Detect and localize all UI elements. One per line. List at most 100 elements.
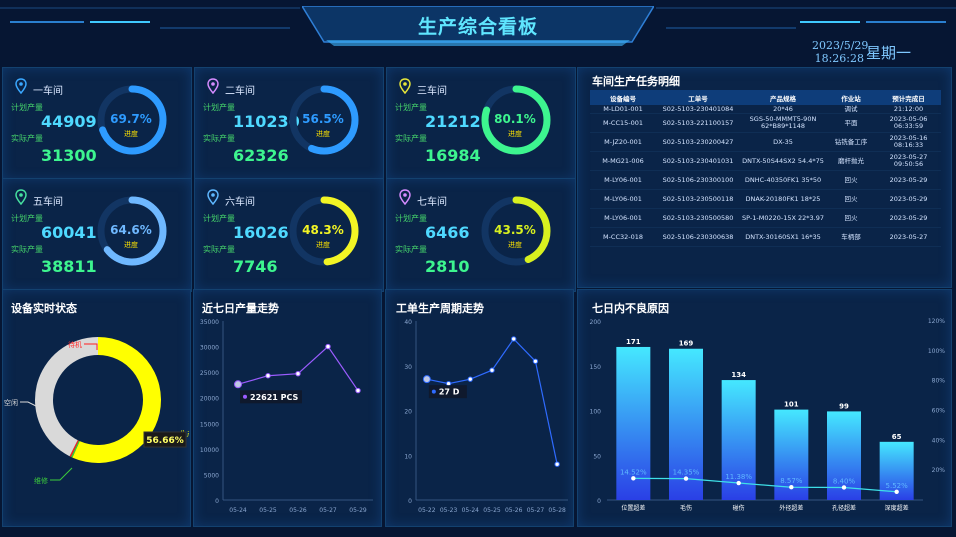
location-pin-icon bbox=[399, 189, 411, 205]
plan-value: 44909 bbox=[41, 112, 97, 131]
table-cell: DNHC-40350FK1 35*50 bbox=[740, 170, 826, 190]
table-cell: 平面 bbox=[826, 113, 876, 133]
y-tick-label: 150 bbox=[590, 364, 602, 371]
actual-label: 实际产量 bbox=[203, 245, 235, 254]
defects-panel-title: 七日内不良原因 bbox=[592, 302, 669, 315]
data-point[interactable] bbox=[511, 336, 517, 342]
data-point[interactable] bbox=[355, 387, 361, 394]
percent-point[interactable] bbox=[789, 485, 794, 490]
tooltip-box bbox=[240, 390, 302, 404]
actual-label: 实际产量 bbox=[11, 245, 43, 254]
location-pin-icon bbox=[207, 189, 219, 205]
data-point[interactable] bbox=[422, 375, 431, 384]
donut-slice[interactable] bbox=[72, 337, 162, 463]
y-tick-label: 10 bbox=[404, 453, 412, 460]
time-text: 18:26:28 bbox=[814, 52, 864, 65]
x-tick-label: 05-22 bbox=[418, 507, 436, 514]
percent-point[interactable] bbox=[631, 476, 636, 481]
plan-value: 110230 bbox=[233, 112, 300, 131]
workshop-name: 五车间 bbox=[33, 197, 63, 208]
plan-label: 计划产量 bbox=[11, 103, 43, 112]
progress-label: 进度 bbox=[124, 241, 138, 249]
x-tick-label: 碰伤 bbox=[733, 504, 745, 512]
table-cell: M-MG21-006 bbox=[590, 151, 656, 171]
table-cell: S02-5106-230300100 bbox=[656, 170, 740, 190]
bar[interactable] bbox=[669, 348, 703, 500]
progress-percent: 80.1% bbox=[494, 112, 536, 126]
data-point[interactable] bbox=[265, 373, 271, 379]
ring-progress bbox=[97, 196, 167, 266]
workshop-card: 一车间 计划产量 44909 实际产量 31300 69.7% 进度 bbox=[2, 67, 192, 181]
workshop-card: 六车间 计划产量 16026 实际产量 7746 48.3% 进度 bbox=[194, 178, 384, 292]
location-pin-icon bbox=[207, 78, 219, 94]
progress-label: 进度 bbox=[316, 130, 330, 138]
percent-point[interactable] bbox=[736, 480, 741, 486]
bar-value-label: 169 bbox=[679, 340, 694, 348]
data-point[interactable] bbox=[532, 358, 539, 364]
x-tick-label: 05-24 bbox=[462, 507, 480, 514]
tooltip-dot bbox=[243, 394, 247, 399]
y-tick-label: 10000 bbox=[200, 447, 219, 454]
data-point[interactable] bbox=[467, 376, 473, 382]
y-tick-label: 25000 bbox=[200, 370, 219, 377]
table-cell: 回火 bbox=[826, 208, 876, 228]
donut-slice[interactable] bbox=[69, 440, 79, 457]
workshop-card: 三车间 计划产量 21212 实际产量 16984 80.1% 进度 bbox=[386, 67, 576, 181]
progress-percent: 56.5% bbox=[302, 112, 344, 126]
data-point[interactable] bbox=[554, 461, 560, 467]
percent-point[interactable] bbox=[683, 476, 689, 481]
x-tick-label: 05-27 bbox=[527, 507, 545, 514]
table-cell: 车柄部 bbox=[826, 227, 876, 247]
table-cell: 2023-05-29 bbox=[876, 208, 941, 228]
equipment-donut-chart: 生产维修待机空闲56.66% bbox=[4, 337, 189, 485]
tooltip-dot bbox=[431, 389, 436, 394]
y-tick-label: 20000 bbox=[200, 396, 219, 403]
actual-label: 实际产量 bbox=[395, 134, 427, 143]
workshop-name: 三车间 bbox=[417, 86, 447, 97]
progress-percent: 43.5% bbox=[494, 223, 536, 237]
data-point[interactable] bbox=[489, 367, 495, 373]
percent-point[interactable] bbox=[894, 489, 899, 494]
ring-progress bbox=[97, 85, 167, 155]
actual-label: 实际产量 bbox=[11, 134, 43, 143]
slice-label: 维修 bbox=[34, 476, 48, 485]
bar[interactable] bbox=[721, 380, 756, 500]
ring-progress bbox=[289, 196, 359, 266]
y-tick-label: 35000 bbox=[200, 319, 219, 326]
series-line bbox=[237, 345, 359, 391]
table-cell: DNAK-20180FK1 18*25 bbox=[740, 189, 826, 209]
y-tick-label: 50 bbox=[593, 453, 601, 460]
plan-value: 60041 bbox=[41, 223, 97, 242]
progress-label: 进度 bbox=[508, 130, 522, 138]
header-decoration bbox=[0, 7, 956, 29]
table-cell: 2023-05-29 bbox=[876, 170, 941, 190]
data-point[interactable] bbox=[325, 343, 331, 350]
donut-slice[interactable] bbox=[70, 440, 80, 458]
bar[interactable] bbox=[616, 346, 651, 500]
donut-slice[interactable] bbox=[34, 337, 98, 457]
progress-label: 进度 bbox=[316, 241, 330, 249]
y2-tick-label: 120% bbox=[928, 318, 945, 325]
header: 生产综合看板 2023/5/29 18:26:28 星期一 bbox=[0, 0, 956, 65]
leader-line bbox=[20, 401, 41, 409]
bar[interactable] bbox=[774, 409, 809, 500]
progress-percent: 48.3% bbox=[302, 223, 344, 237]
table-cell: DNTX-50S44SX2 54.4*75 bbox=[740, 151, 826, 171]
percent-point[interactable] bbox=[841, 485, 847, 490]
tooltip-value: 56.66% bbox=[146, 436, 184, 446]
bar[interactable] bbox=[827, 411, 861, 500]
table-row: M-JZ20-001 S02-5103-230200427 DX-35 钻铣备工序 20… bbox=[590, 132, 941, 152]
plan-label: 计划产量 bbox=[203, 103, 235, 112]
output-panel bbox=[193, 289, 382, 527]
x-tick-label: 外径超差 bbox=[779, 504, 803, 512]
workshop-name: 一车间 bbox=[33, 86, 63, 97]
percent-label: 14.52% bbox=[620, 468, 647, 476]
percent-line bbox=[633, 477, 897, 493]
y-tick-label: 30000 bbox=[200, 345, 219, 352]
x-tick-label: 孔径超差 bbox=[832, 504, 856, 512]
location-pin-icon bbox=[15, 189, 27, 205]
y-tick-label: 15000 bbox=[200, 421, 219, 428]
data-point[interactable] bbox=[234, 380, 242, 389]
data-point[interactable] bbox=[295, 370, 301, 377]
table-cell: S02-5103-230200427 bbox=[656, 132, 740, 152]
